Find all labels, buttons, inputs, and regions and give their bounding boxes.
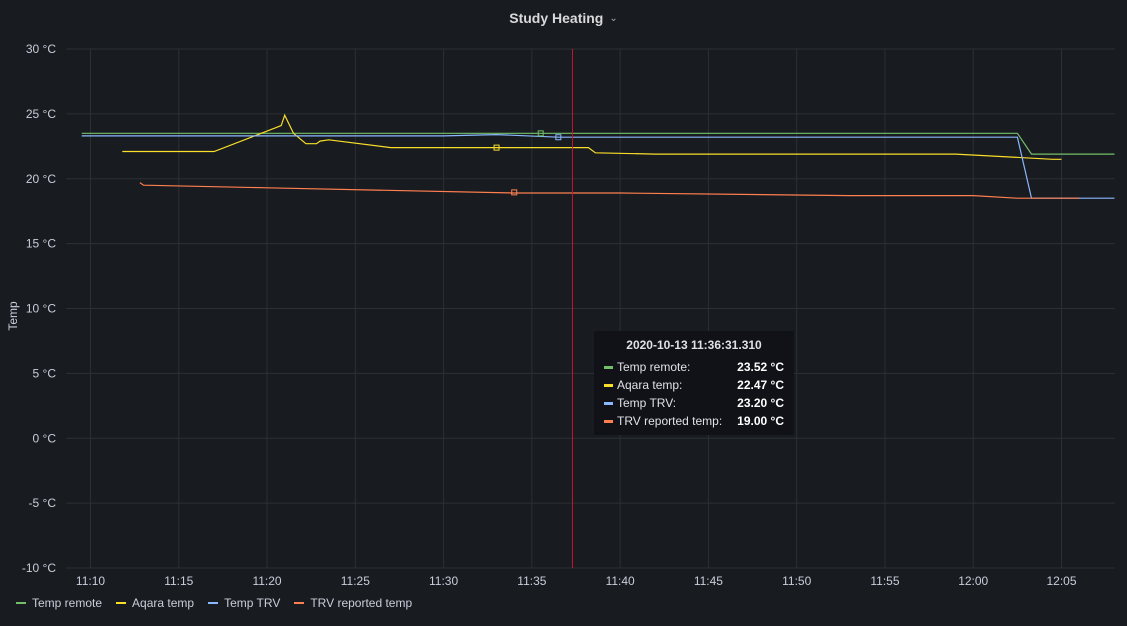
x-tick-label: 11:50 <box>782 574 811 588</box>
tooltip-swatch <box>604 419 613 423</box>
data-point-marker <box>555 134 562 141</box>
y-axis-ticks: 30 °C 25 °C 20 °C 15 °C 10 °C 5 °C 0 °C -5 °C -1… <box>22 42 56 575</box>
series-line-aqara-temp[interactable] <box>122 113 1062 160</box>
grid <box>66 48 1115 569</box>
tooltip-row: Temp remote: 23.52 °C <box>604 358 784 376</box>
x-axis-ticks: 11:10 11:15 11:20 11:25 11:30 11:35 11:40 11:45… <box>76 574 1077 588</box>
legend-item[interactable]: TRV reported temp <box>294 596 412 610</box>
x-tick-label: 12:00 <box>958 574 988 588</box>
y-tick-label: 25 °C <box>26 107 56 121</box>
legend-label: Aqara temp <box>132 596 195 610</box>
y-tick-label: 10 °C <box>26 302 56 316</box>
x-tick-label: 11:35 <box>517 574 546 588</box>
legend-label: Temp TRV <box>224 596 281 610</box>
tooltip-row: Aqara temp: 22.47 °C <box>604 376 784 394</box>
data-point-marker <box>511 189 518 196</box>
series-line-temp-trv[interactable] <box>81 133 1115 199</box>
y-tick-label: 5 °C <box>33 366 57 380</box>
legend-item[interactable]: Aqara temp <box>116 596 194 610</box>
chevron-down-icon[interactable]: ⌄ <box>609 12 618 24</box>
x-tick-label: 11:25 <box>341 574 370 588</box>
tooltip-swatch <box>604 365 613 369</box>
legend-swatch <box>208 602 219 604</box>
data-point-marker <box>537 130 544 137</box>
tooltip-series-value: 23.52 °C <box>737 360 784 374</box>
x-tick-label: 11:30 <box>429 574 458 588</box>
tooltip-series-label: Temp remote: <box>617 360 691 374</box>
tooltip-time: 2020-10-13 11:36:31.310 <box>626 338 762 352</box>
legend-swatch <box>16 602 26 604</box>
legend-item[interactable]: Temp remote <box>16 596 102 610</box>
y-tick-label: 20 °C <box>26 172 56 186</box>
x-tick-label: 11:45 <box>694 574 723 588</box>
panel-title[interactable]: Study Heating <box>509 10 604 26</box>
tooltip-series-label: Aqara temp: <box>617 378 683 392</box>
x-tick-label: 11:55 <box>870 574 899 588</box>
x-tick-label: 12:05 <box>1046 574 1076 588</box>
panel-header[interactable]: Study Heating ⌄ <box>0 0 1127 36</box>
tooltip-series-value: 19.00 °C <box>737 414 784 428</box>
series-line-trv-reported-temp[interactable] <box>139 182 1080 199</box>
tooltip-series-value: 23.20 °C <box>737 396 784 410</box>
y-tick-label: -10 °C <box>22 561 56 575</box>
tooltip-swatch <box>604 401 613 405</box>
y-axis-label: Temp <box>6 301 20 331</box>
legend-label: TRV reported temp <box>310 596 413 610</box>
x-tick-label: 11:15 <box>164 574 193 588</box>
tooltip-row: Temp TRV: 23.20 °C <box>604 394 784 412</box>
legend-swatch <box>116 602 127 604</box>
y-tick-label: 15 °C <box>26 237 56 251</box>
series-lines <box>81 113 1115 199</box>
legend-swatch <box>294 602 305 604</box>
y-tick-label: 30 °C <box>26 42 56 56</box>
hover-tooltip: 2020-10-13 11:36:31.310 Temp remote: 23.5… <box>594 331 794 435</box>
legend-label: Temp remote <box>32 596 103 610</box>
x-tick-label: 11:10 <box>76 574 105 588</box>
tooltip-series-value: 22.47 °C <box>737 378 784 392</box>
series-line-temp-remote[interactable] <box>81 132 1115 155</box>
x-tick-label: 11:20 <box>252 574 281 588</box>
y-tick-label: -5 °C <box>29 496 57 510</box>
tooltip-row: TRV reported temp: 19.00 °C <box>604 412 784 430</box>
tooltip-swatch <box>604 383 613 387</box>
y-tick-label: 0 °C <box>33 431 57 445</box>
tooltip-series-label: TRV reported temp: <box>617 414 723 428</box>
legend-item[interactable]: Temp TRV <box>208 596 280 610</box>
legend: Temp remote Aqara temp Temp TRV TRV reporte… <box>16 596 412 610</box>
tooltip-series-label: Temp TRV: <box>617 396 677 410</box>
x-tick-label: 11:40 <box>606 574 635 588</box>
data-point-marker <box>493 144 500 151</box>
